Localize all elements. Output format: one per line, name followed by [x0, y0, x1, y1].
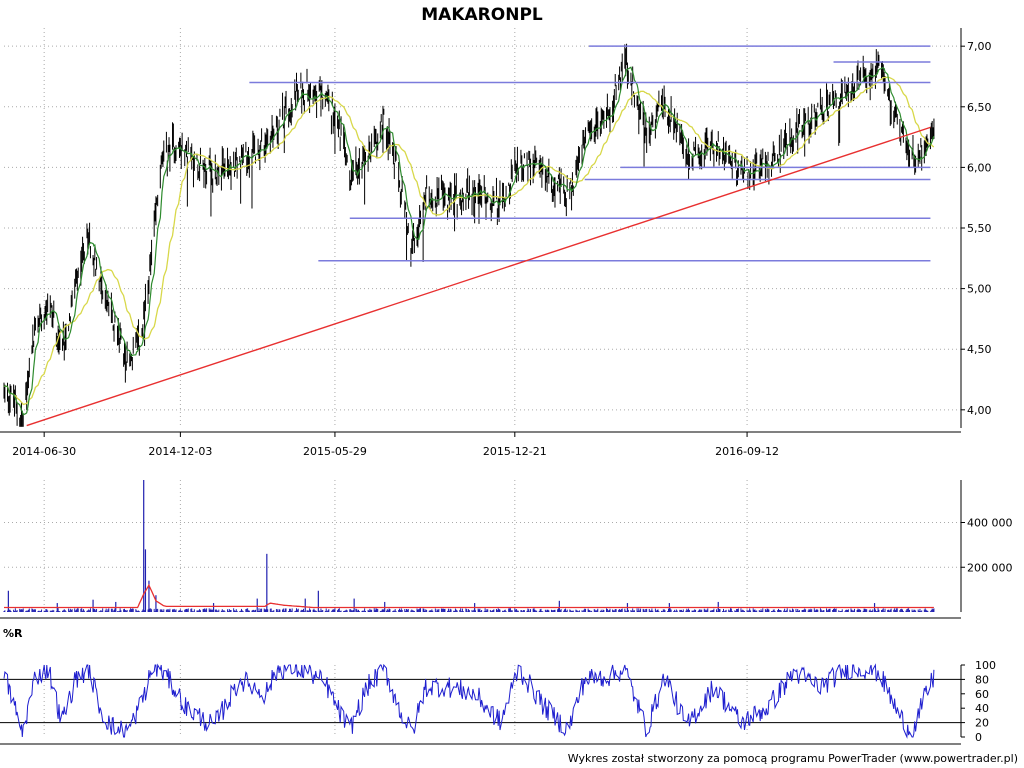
wr-y-tick-label-4: 80: [975, 673, 989, 686]
volume-y-tick-label-0: 200 000: [967, 561, 1013, 574]
wr-y-tick-label-3: 60: [975, 688, 989, 701]
x-tick-label-1: 2014-12-03: [148, 445, 212, 458]
price-y-tick-label-6: 7,00: [967, 40, 992, 53]
footer-credit: Wykres został stworzony za pomocą progra…: [568, 752, 1018, 765]
x-tick-label-2: 2015-05-29: [303, 445, 367, 458]
price-y-tick-label-3: 5,50: [967, 222, 992, 235]
trend-line: [26, 126, 931, 427]
chart-title: MAKARONPL: [421, 5, 543, 25]
wr-y-tick-label-5: 100: [975, 659, 996, 672]
x-tick-label-3: 2015-12-21: [483, 445, 547, 458]
wr-y-tick-label-1: 20: [975, 717, 989, 730]
wr-y-tick-label-0: 0: [975, 731, 982, 744]
wr-y-tick-label-2: 40: [975, 702, 989, 715]
x-tick-label-4: 2016-09-12: [715, 445, 779, 458]
williams-r-label: %R: [3, 627, 23, 640]
volume-average-line: [4, 583, 934, 609]
volume-y-tick-label-1: 400 000: [967, 517, 1013, 530]
price-bars: [3, 43, 935, 427]
williams-r-line: [3, 663, 935, 739]
moving-average-fast: [3, 66, 935, 416]
moving-average-slow: [3, 76, 935, 406]
volume-bars: [3, 480, 935, 612]
price-y-tick-label-4: 6,00: [967, 161, 992, 174]
x-tick-label-0: 2014-06-30: [12, 445, 76, 458]
price-y-tick-label-5: 6,50: [967, 101, 992, 114]
price-y-tick-label-0: 4,00: [967, 404, 992, 417]
price-y-tick-label-2: 5,00: [967, 283, 992, 296]
price-y-tick-label-1: 4,50: [967, 343, 992, 356]
